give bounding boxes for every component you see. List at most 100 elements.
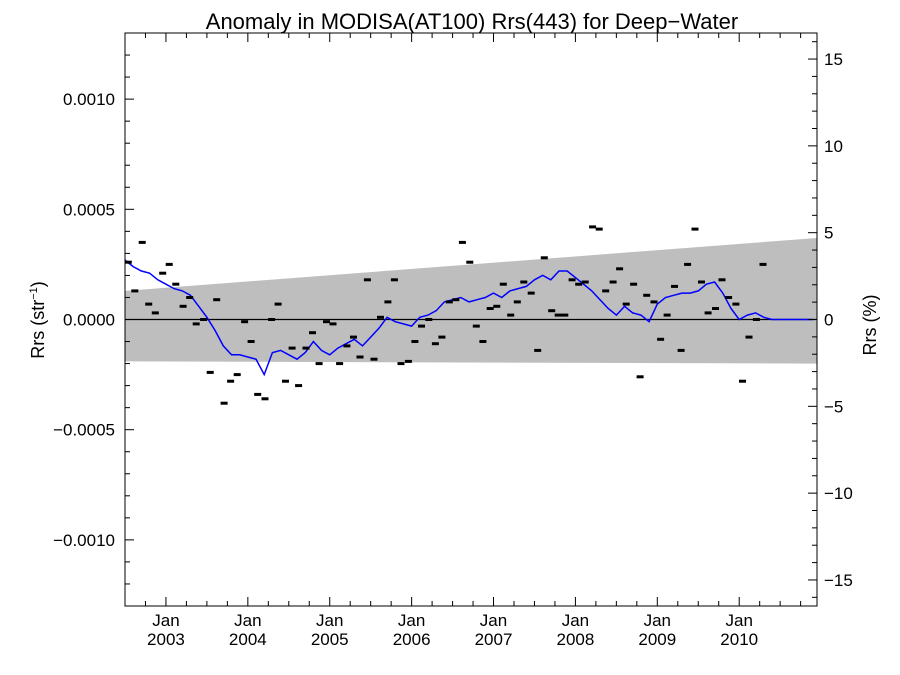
data-point <box>131 289 139 293</box>
data-point <box>370 357 378 361</box>
data-point <box>288 346 296 350</box>
data-point <box>438 335 446 339</box>
data-point <box>206 370 214 374</box>
data-point <box>200 318 208 321</box>
x-tick-month-label: Jan <box>480 611 507 630</box>
data-point <box>712 307 719 310</box>
data-point <box>315 362 323 366</box>
x-tick-month-label: Jan <box>234 611 261 630</box>
x-tick-month-label: Jan <box>316 611 343 630</box>
data-point <box>261 397 269 401</box>
data-point <box>227 379 235 383</box>
data-point <box>561 313 569 317</box>
data-point <box>499 282 507 286</box>
data-point <box>671 284 678 288</box>
data-point <box>663 313 671 317</box>
data-point <box>759 262 767 266</box>
data-point <box>390 278 398 282</box>
data-point <box>540 256 548 260</box>
y-left-tick-label: 0.0010 <box>63 90 115 109</box>
y-axis-left-label-close: ) <box>28 281 48 287</box>
data-point <box>356 355 364 359</box>
data-point <box>241 320 249 324</box>
data-point <box>274 302 282 306</box>
data-point <box>186 296 194 299</box>
data-point <box>302 346 310 350</box>
data-point <box>179 304 187 308</box>
data-point <box>254 392 262 396</box>
data-point <box>151 311 159 315</box>
data-point <box>595 227 603 231</box>
x-tick-year-label: 2009 <box>638 630 676 649</box>
y-right-tick-label: −10 <box>824 484 853 503</box>
data-point <box>718 278 726 282</box>
data-point <box>657 337 665 341</box>
data-point <box>527 291 535 295</box>
x-tick-month-label: Jan <box>644 611 671 630</box>
data-point <box>145 302 153 306</box>
data-point <box>350 335 357 339</box>
data-point <box>616 267 624 271</box>
y-right-tick-label: 0 <box>824 311 833 330</box>
data-point <box>704 311 712 315</box>
data-point <box>343 344 351 348</box>
data-point <box>636 375 644 379</box>
data-point <box>732 302 740 306</box>
x-tick-month-label: Jan <box>152 611 179 630</box>
data-point <box>630 282 638 286</box>
data-point <box>589 225 597 229</box>
x-tick-year-label: 2003 <box>147 630 185 649</box>
data-point <box>698 280 705 284</box>
data-point <box>213 298 221 302</box>
data-point <box>650 300 658 304</box>
data-point <box>643 293 651 297</box>
x-tick-year-label: 2004 <box>229 630 267 649</box>
x-tick-year-label: 2005 <box>311 630 349 649</box>
data-point <box>691 227 699 231</box>
data-point <box>507 313 515 317</box>
y-right-tick-label: 15 <box>824 50 843 69</box>
data-point <box>282 379 289 383</box>
y-axis-left-label-main: Rrs (str <box>28 300 48 359</box>
y-right-tick-label: 10 <box>824 137 843 156</box>
data-point <box>684 262 692 266</box>
data-point <box>520 280 528 284</box>
y-right-tick-label: −5 <box>824 397 843 416</box>
data-points-layer <box>124 225 767 405</box>
data-point <box>479 340 487 343</box>
data-point <box>575 282 583 286</box>
data-point <box>124 260 132 264</box>
x-tick-year-label: 2006 <box>393 630 431 649</box>
data-point <box>233 373 241 377</box>
data-point <box>411 340 419 343</box>
data-point <box>172 282 180 286</box>
y-axis-left-label-sup: −1 <box>28 287 40 300</box>
tick-layer: 0.0010 0.0005 0.0000 −0.0005 −0.0010 15 10 5 0 −5… <box>53 33 853 649</box>
data-point <box>622 302 630 306</box>
y-left-tick-label: 0.0000 <box>63 311 115 330</box>
data-point <box>377 315 384 319</box>
y-axis-left-label: Rrs (str−1) <box>28 281 48 359</box>
data-point <box>581 280 589 284</box>
chart-title: Anomaly in MODISA(AT100) Rrs(443) for De… <box>206 9 738 34</box>
data-point <box>745 335 753 339</box>
data-point <box>609 280 617 284</box>
data-point <box>445 300 453 304</box>
y-axis-right-label: Rrs (%) <box>860 295 880 356</box>
running-mean-line <box>124 259 813 377</box>
data-point <box>268 318 276 321</box>
data-point <box>329 322 337 326</box>
data-point <box>247 340 255 343</box>
data-point <box>725 296 733 299</box>
data-point <box>418 324 425 328</box>
data-point <box>165 262 173 266</box>
data-point <box>295 384 303 388</box>
data-point <box>534 348 542 352</box>
data-point <box>493 304 501 308</box>
x-tick-year-label: 2007 <box>475 630 513 649</box>
data-point <box>159 271 167 275</box>
data-point <box>309 331 316 335</box>
x-tick-month-label: Jan <box>725 611 752 630</box>
running-mean-layer <box>124 259 813 377</box>
